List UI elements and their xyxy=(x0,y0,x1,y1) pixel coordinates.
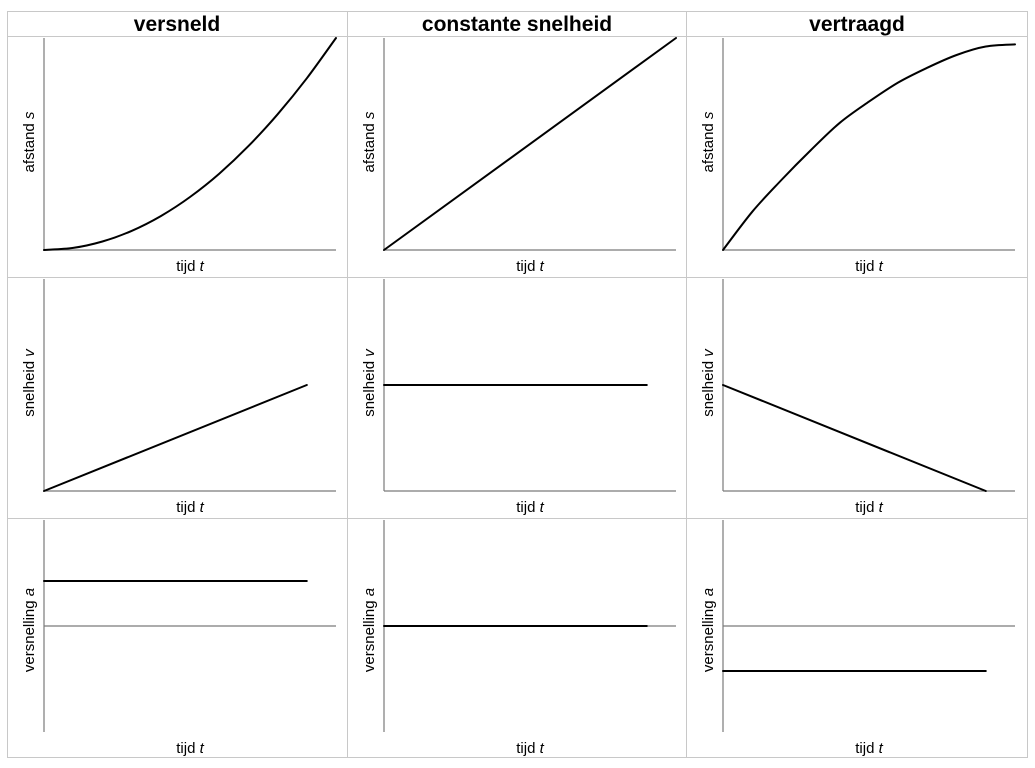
graph-velocity-versneld: tijd t snelheid v xyxy=(21,279,336,516)
y-axis-label-word: afstand xyxy=(361,119,378,172)
data-line-velocity-vertraagd xyxy=(722,384,987,492)
x-axis-label-symbol: t xyxy=(540,740,545,757)
x-axis-label-acceleration-versneld: tijd t xyxy=(176,740,204,757)
y-axis-label-word: snelheid xyxy=(700,357,717,417)
y-axis-label-word: versnelling xyxy=(361,596,378,672)
x-axis-label-velocity-versneld: tijd t xyxy=(176,499,204,516)
y-axis-label-symbol: s xyxy=(21,111,38,119)
x-axis-label-symbol: t xyxy=(540,499,545,516)
x-axis-label-symbol: t xyxy=(200,740,205,757)
y-axis-label-word: versnelling xyxy=(21,596,38,672)
table-borders xyxy=(7,11,1028,758)
graph-velocity-constante-snelheid: tijd t snelheid v xyxy=(361,279,676,516)
y-axis-label-symbol: v xyxy=(361,348,378,357)
y-axis-label-acceleration-constante-snelheid: versnelling a xyxy=(361,588,378,672)
x-axis-label-distance-vertraagd: tijd t xyxy=(855,258,883,275)
column-header-constante-snelheid: constante snelheid xyxy=(422,13,612,36)
x-axis-label-word: tijd xyxy=(176,258,199,275)
graph-distance-vertraagd: tijd t afstand s xyxy=(700,38,1016,275)
x-axis-label-symbol: t xyxy=(879,740,884,757)
x-axis-label-word: tijd xyxy=(516,258,539,275)
x-axis-label-word: tijd xyxy=(516,499,539,516)
x-axis-label-symbol: t xyxy=(879,258,884,275)
y-axis-label-distance-vertraagd: afstand s xyxy=(700,111,717,172)
x-axis-label-symbol: t xyxy=(200,258,205,275)
y-axis-label-word: afstand xyxy=(700,119,717,172)
y-axis-label-word: versnelling xyxy=(700,596,717,672)
graph-distance-constante-snelheid: tijd t afstand s xyxy=(361,37,677,275)
y-axis-label-symbol: s xyxy=(361,111,378,119)
x-axis-label-distance-versneld: tijd t xyxy=(176,258,204,275)
y-axis-label-distance-constante-snelheid: afstand s xyxy=(361,111,378,172)
x-axis-label-word: tijd xyxy=(855,258,878,275)
x-axis-label-velocity-constante-snelheid: tijd t xyxy=(516,499,544,516)
x-axis-label-acceleration-vertraagd: tijd t xyxy=(855,740,883,757)
x-axis-label-symbol: t xyxy=(200,499,205,516)
y-axis-label-symbol: v xyxy=(21,348,38,357)
y-axis-label-symbol: a xyxy=(21,588,38,596)
graph-distance-versneld: tijd t afstand s xyxy=(21,37,337,275)
y-axis-label-symbol: s xyxy=(700,111,717,119)
x-axis-label-symbol: t xyxy=(879,499,884,516)
table-outline xyxy=(7,11,1028,758)
graph-acceleration-versneld: tijd t versnelling a xyxy=(21,520,336,757)
graph-acceleration-vertraagd: tijd t versnelling a xyxy=(700,520,1015,757)
x-axis-label-symbol: t xyxy=(540,258,545,275)
x-axis-label-acceleration-constante-snelheid: tijd t xyxy=(516,740,544,757)
graph-panels: tijd t afstand s tijd t afstand s tijd t afst… xyxy=(21,37,1016,757)
x-axis-label-word: tijd xyxy=(176,499,199,516)
x-axis-label-word: tijd xyxy=(516,740,539,757)
x-axis-label-velocity-vertraagd: tijd t xyxy=(855,499,883,516)
y-axis-label-acceleration-versneld: versnelling a xyxy=(21,588,38,672)
data-line-distance-constante-snelheid xyxy=(383,37,677,251)
column-header-vertraagd: vertraagd xyxy=(809,13,905,36)
y-axis-label-symbol: a xyxy=(361,588,378,596)
y-axis-label-word: snelheid xyxy=(21,357,38,417)
data-line-velocity-versneld xyxy=(43,384,308,492)
y-axis-label-velocity-vertraagd: snelheid v xyxy=(700,348,717,417)
graph-velocity-vertraagd: tijd t snelheid v xyxy=(700,279,1015,516)
x-axis-label-word: tijd xyxy=(855,499,878,516)
graph-acceleration-constante-snelheid: tijd t versnelling a xyxy=(361,520,676,757)
x-axis-label-word: tijd xyxy=(855,740,878,757)
column-header-versneld: versneld xyxy=(134,13,220,36)
x-axis-label-word: tijd xyxy=(176,740,199,757)
y-axis-label-velocity-versneld: snelheid v xyxy=(21,348,38,417)
y-axis-label-acceleration-vertraagd: versnelling a xyxy=(700,588,717,672)
y-axis-label-word: afstand xyxy=(21,119,38,172)
y-axis-label-distance-versneld: afstand s xyxy=(21,111,38,172)
y-axis-label-velocity-constante-snelheid: snelheid v xyxy=(361,348,378,417)
y-axis-label-symbol: a xyxy=(700,588,717,596)
y-axis-label-symbol: v xyxy=(700,348,717,357)
x-axis-label-distance-constante-snelheid: tijd t xyxy=(516,258,544,275)
y-axis-label-word: snelheid xyxy=(361,357,378,417)
data-line-distance-versneld xyxy=(43,37,337,251)
data-line-distance-vertraagd xyxy=(722,43,1016,251)
